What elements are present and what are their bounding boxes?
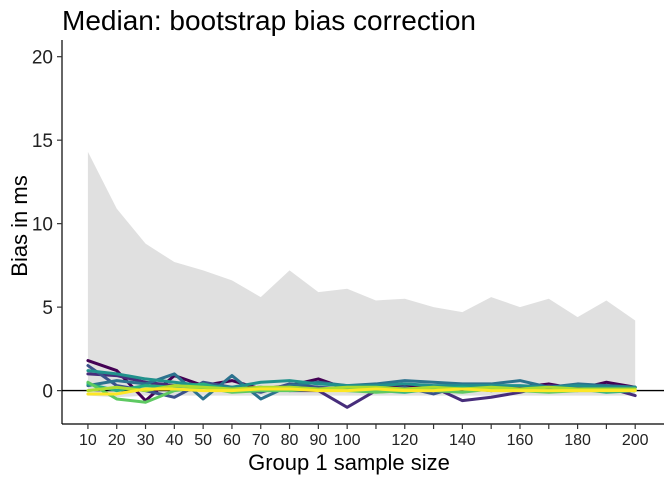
y-axis-label: Bias in ms xyxy=(7,175,32,276)
series-line-9 xyxy=(86,387,637,396)
y-axis-ticks: 0 5 10 15 20 xyxy=(32,48,62,403)
y-tick-label: 0 xyxy=(42,382,53,403)
x-tick-label: 20 xyxy=(108,432,126,449)
x-axis-label: Group 1 sample size xyxy=(248,450,450,475)
axes xyxy=(61,40,664,425)
chart-title: Median: bootstrap bias correction xyxy=(62,5,476,36)
x-axis-ticks: 10 20 30 40 50 60 70 80 90 100 120 140 160 180 200 xyxy=(79,424,649,449)
x-tick-label: 30 xyxy=(137,432,155,449)
x-tick-label: 80 xyxy=(281,432,299,449)
bias-band xyxy=(87,151,636,398)
y-tick-label: 5 xyxy=(42,298,53,319)
x-tick-label: 70 xyxy=(252,432,270,449)
series-lines xyxy=(86,359,637,409)
y-tick-label: 15 xyxy=(32,131,53,152)
x-tick-label: 140 xyxy=(449,432,476,449)
x-tick-label: 50 xyxy=(194,432,212,449)
bias-band-area xyxy=(87,151,636,398)
y-tick-label: 10 xyxy=(32,215,53,236)
x-tick-label: 160 xyxy=(507,432,534,449)
x-tick-label: 10 xyxy=(79,432,97,449)
y-tick-label: 20 xyxy=(32,48,53,69)
series-line-8 xyxy=(86,384,637,393)
x-tick-label: 100 xyxy=(334,432,361,449)
x-tick-label: 60 xyxy=(223,432,241,449)
x-tick-label: 200 xyxy=(622,432,649,449)
x-tick-label: 180 xyxy=(564,432,591,449)
x-tick-label: 120 xyxy=(391,432,418,449)
x-tick-label: 40 xyxy=(165,432,183,449)
x-tick-label: 90 xyxy=(309,432,327,449)
